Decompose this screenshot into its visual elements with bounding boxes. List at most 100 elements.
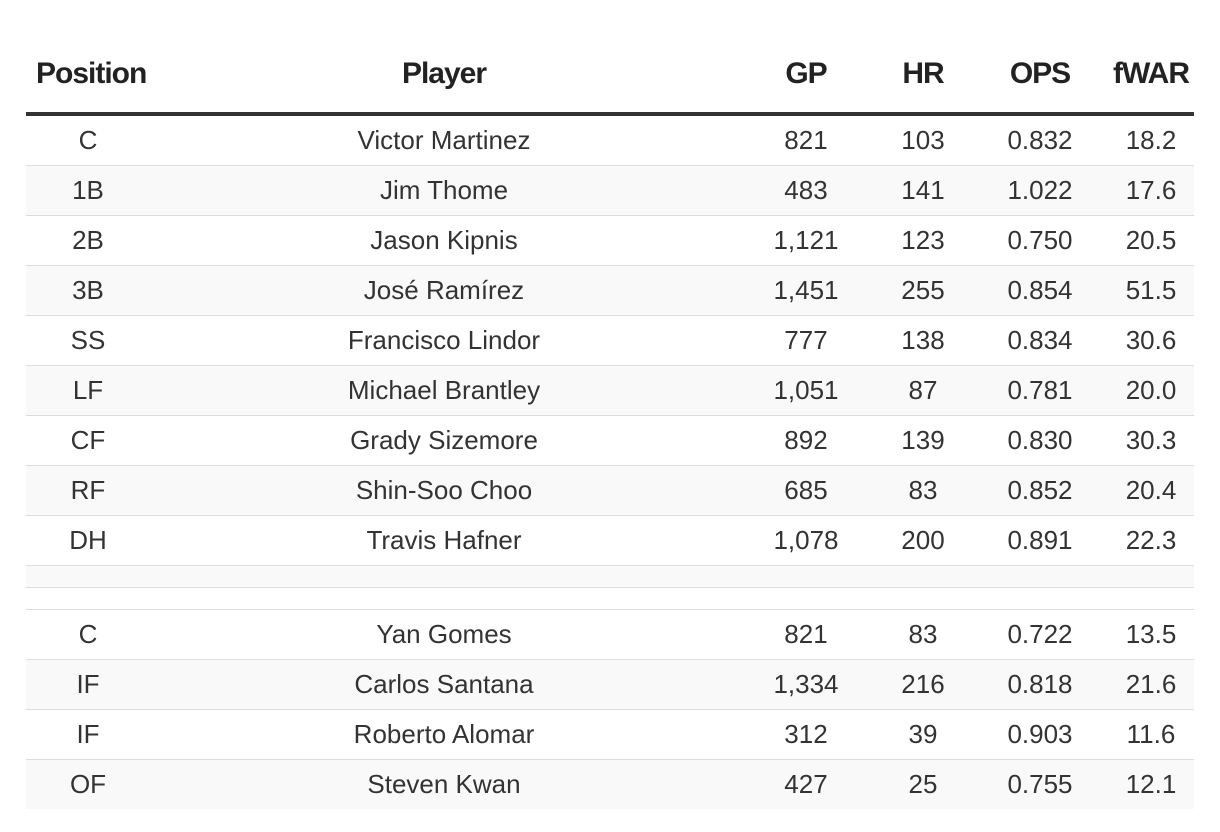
- cell-player: José Ramírez: [150, 265, 738, 316]
- table-row: CF Grady Sizemore 892 139 0.830 30.3: [26, 415, 1194, 466]
- table-row: LF Michael Brantley 1,051 87 0.781 20.0: [26, 365, 1194, 416]
- cell-ops: 0.891: [972, 515, 1108, 566]
- cell-player: Steven Kwan: [150, 759, 738, 809]
- cell-player: Shin-Soo Choo: [150, 465, 738, 516]
- cell-ops: 0.854: [972, 265, 1108, 316]
- cell-fwar: 21.6: [1108, 659, 1194, 710]
- cell-player: Jim Thome: [150, 165, 738, 216]
- table-row: C Victor Martinez 821 103 0.832 18.2: [26, 114, 1194, 166]
- header-gp: GP: [738, 38, 874, 116]
- cell-position: IF: [26, 709, 150, 760]
- cell-ops: 0.781: [972, 365, 1108, 416]
- cell-fwar: 30.6: [1108, 315, 1194, 366]
- cell-fwar: 20.5: [1108, 215, 1194, 266]
- cell-gp: 427: [738, 759, 874, 809]
- table-row: 2B Jason Kipnis 1,121 123 0.750 20.5: [26, 215, 1194, 266]
- cell-ops: 0.834: [972, 315, 1108, 366]
- header-ops: OPS: [972, 38, 1108, 116]
- table-row: C Yan Gomes 821 83 0.722 13.5: [26, 609, 1194, 660]
- cell-gp: 1,334: [738, 659, 874, 710]
- cell-player: Victor Martinez: [150, 114, 738, 166]
- cell-gp: 777: [738, 315, 874, 366]
- cell-fwar: 12.1: [1108, 759, 1194, 809]
- separator-cell: [26, 587, 1194, 610]
- cell-gp: 1,078: [738, 515, 874, 566]
- cell-player: Grady Sizemore: [150, 415, 738, 466]
- cell-hr: 255: [874, 265, 972, 316]
- cell-gp: 483: [738, 165, 874, 216]
- cell-position: 3B: [26, 265, 150, 316]
- cell-hr: 216: [874, 659, 972, 710]
- stats-table-container: Position Player GP HR OPS fWAR C Victor Martin…: [26, 38, 1194, 809]
- header-hr: HR: [874, 38, 972, 116]
- cell-ops: 0.830: [972, 415, 1108, 466]
- cell-hr: 83: [874, 609, 972, 660]
- cell-gp: 821: [738, 114, 874, 166]
- header-position: Position: [26, 38, 150, 116]
- cell-position: RF: [26, 465, 150, 516]
- cell-fwar: 17.6: [1108, 165, 1194, 216]
- cell-gp: 892: [738, 415, 874, 466]
- cell-ops: 0.852: [972, 465, 1108, 516]
- cell-position: SS: [26, 315, 150, 366]
- cell-fwar: 11.6: [1108, 709, 1194, 760]
- cell-hr: 139: [874, 415, 972, 466]
- cell-gp: 312: [738, 709, 874, 760]
- cell-hr: 200: [874, 515, 972, 566]
- cell-gp: 1,121: [738, 215, 874, 266]
- separator-cell: [26, 565, 1194, 588]
- cell-position: IF: [26, 659, 150, 710]
- cell-position: CF: [26, 415, 150, 466]
- group-separator: [26, 587, 1194, 610]
- cell-position: LF: [26, 365, 150, 416]
- table-row: 3B José Ramírez 1,451 255 0.854 51.5: [26, 265, 1194, 316]
- cell-fwar: 51.5: [1108, 265, 1194, 316]
- cell-hr: 141: [874, 165, 972, 216]
- cell-position: OF: [26, 759, 150, 809]
- cell-player: Roberto Alomar: [150, 709, 738, 760]
- cell-ops: 0.755: [972, 759, 1108, 809]
- cell-player: Yan Gomes: [150, 609, 738, 660]
- table-row: 1B Jim Thome 483 141 1.022 17.6: [26, 165, 1194, 216]
- header-fwar: fWAR: [1108, 38, 1194, 116]
- cell-ops: 0.750: [972, 215, 1108, 266]
- cell-hr: 25: [874, 759, 972, 809]
- group-separator: [26, 565, 1194, 588]
- table-row: RF Shin-Soo Choo 685 83 0.852 20.4: [26, 465, 1194, 516]
- cell-hr: 87: [874, 365, 972, 416]
- table-row: OF Steven Kwan 427 25 0.755 12.1: [26, 759, 1194, 809]
- cell-fwar: 20.4: [1108, 465, 1194, 516]
- table-row: IF Roberto Alomar 312 39 0.903 11.6: [26, 709, 1194, 760]
- cell-player: Michael Brantley: [150, 365, 738, 416]
- cell-gp: 685: [738, 465, 874, 516]
- cell-ops: 0.832: [972, 114, 1108, 166]
- cell-gp: 821: [738, 609, 874, 660]
- cell-player: Carlos Santana: [150, 659, 738, 710]
- cell-player: Jason Kipnis: [150, 215, 738, 266]
- table-row: IF Carlos Santana 1,334 216 0.818 21.6: [26, 659, 1194, 710]
- cell-ops: 0.903: [972, 709, 1108, 760]
- cell-hr: 83: [874, 465, 972, 516]
- cell-ops: 0.722: [972, 609, 1108, 660]
- cell-ops: 1.022: [972, 165, 1108, 216]
- header-row: Position Player GP HR OPS fWAR: [26, 38, 1194, 116]
- cell-position: C: [26, 114, 150, 166]
- cell-hr: 123: [874, 215, 972, 266]
- cell-gp: 1,051: [738, 365, 874, 416]
- cell-fwar: 20.0: [1108, 365, 1194, 416]
- cell-fwar: 13.5: [1108, 609, 1194, 660]
- cell-position: 1B: [26, 165, 150, 216]
- cell-position: 2B: [26, 215, 150, 266]
- cell-fwar: 30.3: [1108, 415, 1194, 466]
- table-row: DH Travis Hafner 1,078 200 0.891 22.3: [26, 515, 1194, 566]
- cell-position: C: [26, 609, 150, 660]
- cell-hr: 39: [874, 709, 972, 760]
- cell-player: Francisco Lindor: [150, 315, 738, 366]
- cell-hr: 103: [874, 114, 972, 166]
- table-body: C Victor Martinez 821 103 0.832 18.2 1B Jim Tho…: [26, 114, 1194, 809]
- cell-player: Travis Hafner: [150, 515, 738, 566]
- cell-hr: 138: [874, 315, 972, 366]
- table-row: SS Francisco Lindor 777 138 0.834 30.6: [26, 315, 1194, 366]
- stats-table: Position Player GP HR OPS fWAR C Victor Martin…: [26, 38, 1194, 809]
- cell-position: DH: [26, 515, 150, 566]
